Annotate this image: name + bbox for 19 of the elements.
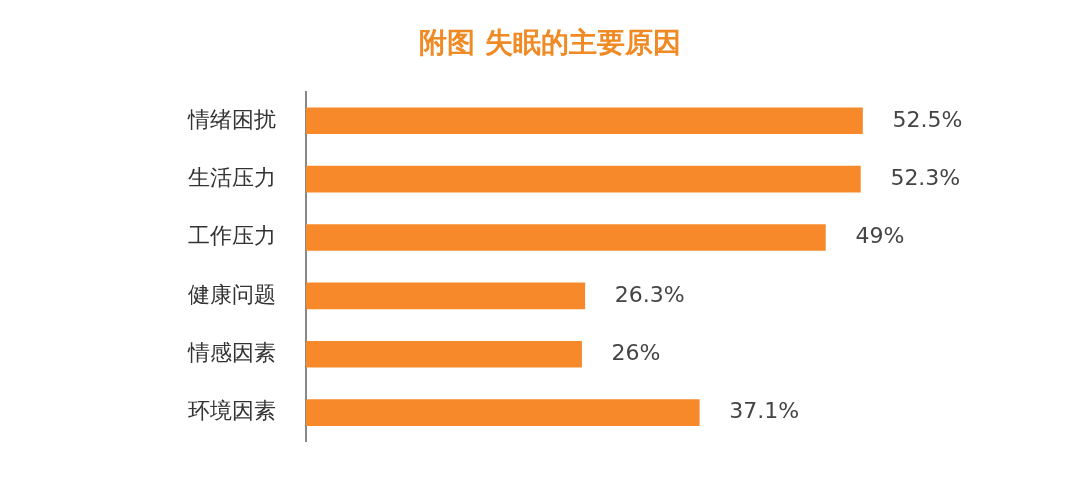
bar xyxy=(306,224,826,251)
bar xyxy=(306,340,582,368)
y-tick-label: 健康问题 xyxy=(188,281,276,307)
y-tick-label: 情绪困扰 xyxy=(187,106,276,132)
bar xyxy=(306,107,863,135)
y-tick-label: 环境因素 xyxy=(188,398,276,424)
bar xyxy=(306,165,861,193)
data-label: 37.1% xyxy=(729,398,800,424)
bar xyxy=(306,282,586,310)
data-label: 52.5% xyxy=(892,106,963,132)
data-label: 49% xyxy=(855,223,905,249)
y-tick-label: 工作压力 xyxy=(188,223,276,249)
bar xyxy=(306,399,700,426)
y-tick-label: 情感因素 xyxy=(187,339,276,365)
data-label: 52.3% xyxy=(890,164,961,190)
y-tick-label: 生活压力 xyxy=(188,164,276,190)
data-label: 26% xyxy=(611,339,661,365)
chart-title: 附图 失眠的主要原因 xyxy=(419,26,681,60)
data-label: 26.3% xyxy=(614,281,685,307)
